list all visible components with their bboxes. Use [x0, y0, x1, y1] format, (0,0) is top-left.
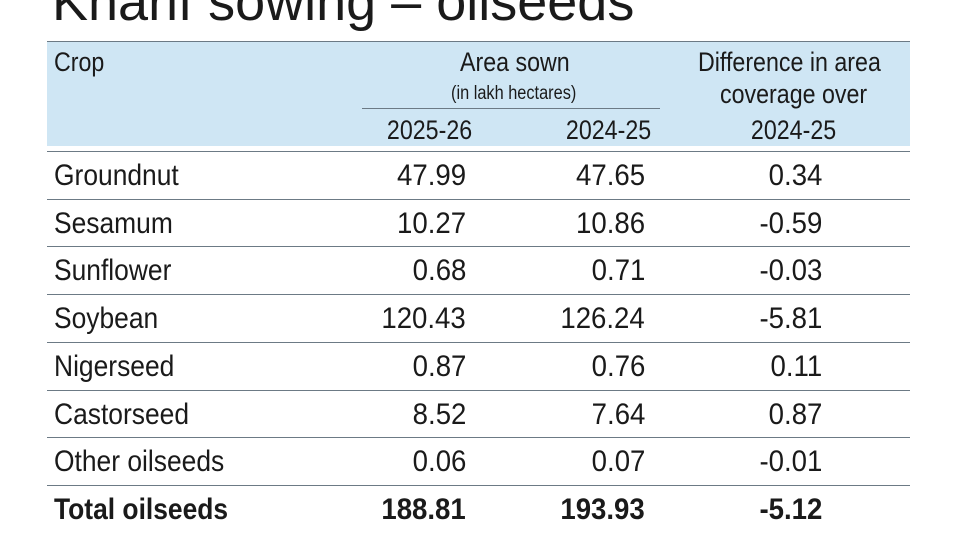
value-2024-25-cell: 126.24: [560, 302, 645, 336]
table-row: Groundnut 47.99 47.65 0.34: [47, 151, 910, 200]
crop-name-cell: Total oilseeds: [54, 492, 229, 526]
table-row: Total oilseeds 188.81 193.93 -5.12: [47, 484, 910, 534]
value-2024-25-cell: 193.93: [560, 492, 645, 526]
difference-header-line2: coverage over: [720, 79, 868, 109]
crop-name-cell: Other oilseeds: [54, 445, 225, 479]
value-2024-25-cell: 0.07: [591, 445, 645, 479]
area-unit-label: (in lakh hectares): [451, 83, 577, 104]
value-2025-26-cell: 47.99: [396, 159, 466, 192]
crop-name-cell: Castorseed: [54, 397, 190, 431]
table-row: Soybean 120.43 126.24 -5.81: [47, 294, 910, 343]
table-row: Sunflower 0.68 0.71 -0.03: [47, 246, 910, 295]
value-2024-25-cell: 7.64: [591, 397, 645, 431]
column-header-difference-2024-25: 2024-25: [750, 115, 837, 145]
value-2024-25-cell: 47.65: [575, 159, 645, 192]
value-2025-26-cell: 0.87: [412, 349, 466, 383]
difference-cell: 0.11: [770, 349, 822, 383]
value-2025-26-cell: 0.06: [412, 445, 466, 479]
column-header-2024-25: 2024-25: [565, 115, 652, 145]
difference-cell: 0.34: [768, 159, 822, 192]
value-2025-26-cell: 120.43: [381, 302, 466, 336]
value-2025-26-cell: 8.52: [412, 397, 466, 431]
table-row: Nigerseed 0.87 0.76 0.11: [47, 341, 910, 391]
crop-name-cell: Nigerseed: [54, 349, 175, 383]
difference-cell: 0.87: [768, 397, 822, 431]
value-2024-25-cell: 0.71: [591, 254, 645, 288]
crop-name-cell: Groundnut: [54, 159, 179, 192]
crop-column-header: Crop: [54, 47, 105, 77]
table-header: Crop Area sown (in lakh hectares) Differ…: [47, 41, 910, 146]
value-2024-25-cell: 0.76: [591, 349, 645, 383]
area-sown-underline: [362, 108, 660, 109]
column-header-2025-26: 2025-26: [386, 115, 473, 145]
table-row: Other oilseeds 0.06 0.07 -0.01: [47, 437, 910, 486]
value-2025-26-cell: 188.81: [381, 492, 466, 526]
value-2025-26-cell: 0.68: [412, 254, 466, 288]
difference-cell: -5.81: [759, 302, 822, 336]
crop-name-cell: Sunflower: [54, 254, 172, 288]
difference-cell: -5.12: [759, 492, 822, 526]
difference-cell: -0.03: [759, 254, 822, 288]
value-2025-26-cell: 10.27: [396, 206, 466, 240]
value-2024-25-cell: 10.86: [575, 206, 645, 240]
table-row: Sesamum 10.27 10.86 -0.59: [47, 198, 910, 248]
table-row: Castorseed 8.52 7.64 0.87: [47, 389, 910, 439]
crop-name-cell: Sesamum: [54, 206, 173, 240]
chart-title: Kharif sowing – oilseeds: [52, 0, 635, 32]
area-sown-header: Area sown: [460, 47, 570, 77]
difference-cell: -0.59: [759, 206, 822, 240]
crop-name-cell: Soybean: [54, 302, 159, 336]
difference-header-line1: Difference in area: [698, 47, 881, 77]
difference-cell: -0.01: [759, 445, 822, 479]
